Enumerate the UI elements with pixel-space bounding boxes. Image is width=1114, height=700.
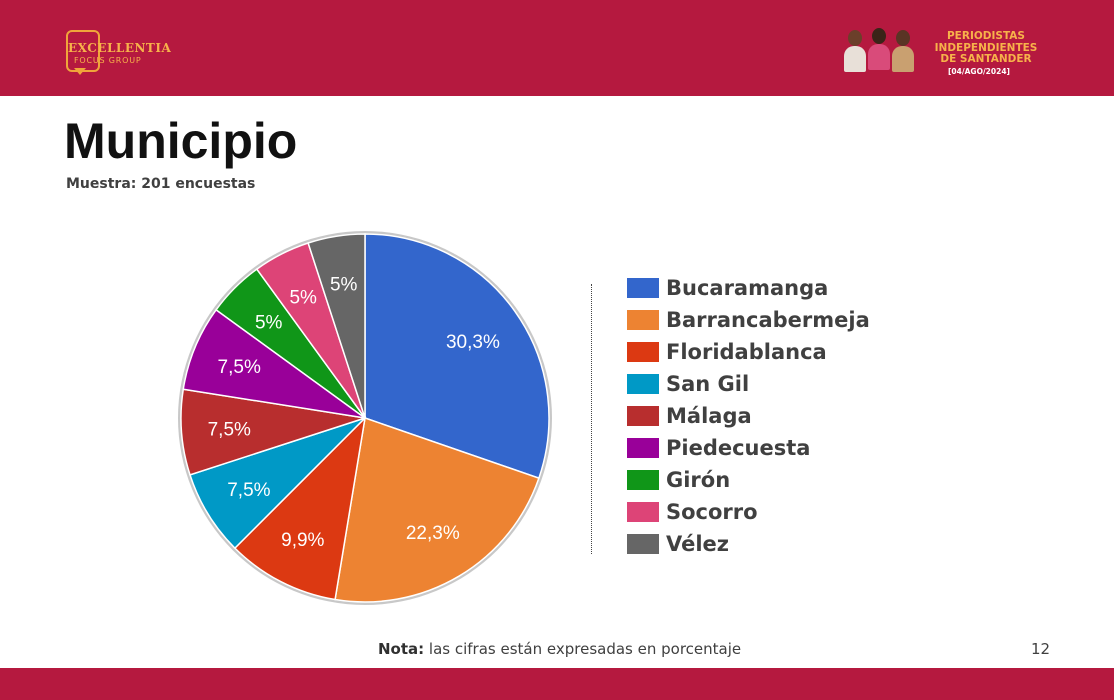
pie-chart: 30,3% 22,3% 9,9% 7,5% 7,5% 7,5% 5% 5% 5% xyxy=(178,231,552,605)
brand-line-3: DE SANTANDER xyxy=(940,53,1032,65)
note-label: Nota: xyxy=(378,640,425,658)
legend-label: Bucaramanga xyxy=(666,276,829,300)
footnote: Nota: las cifras están expresadas en por… xyxy=(378,640,741,658)
logo-text: EXCELLENTIA xyxy=(68,41,172,55)
data-label-8: 5% xyxy=(289,288,317,309)
speech-bubble-tail-icon xyxy=(74,68,86,75)
journalists-photo xyxy=(842,26,920,78)
chart-title: Municipio xyxy=(64,113,298,169)
brand-block: PERIODISTAS INDEPENDIENTES DE SANTANDER xyxy=(918,30,1054,66)
pie-slice-1 xyxy=(364,233,550,480)
data-label-9: 5% xyxy=(330,275,358,296)
legend-label: Floridablanca xyxy=(666,340,827,364)
divider-line xyxy=(591,284,592,554)
data-label-6: 7,5% xyxy=(218,357,261,378)
legend-swatch xyxy=(627,310,659,330)
chart-subtitle: Muestra: 201 encuestas xyxy=(66,176,256,192)
pie-slice-2 xyxy=(334,417,540,603)
legend-label: Socorro xyxy=(666,500,758,524)
legend-label: San Gil xyxy=(666,372,750,396)
header-bar: EXCELLENTIA FOCUS GROUP PERIODISTAS INDE… xyxy=(0,0,1114,96)
legend-label: Girón xyxy=(666,468,731,492)
pie-slice-3 xyxy=(233,415,367,601)
brand-date: [04/AGO/2024] xyxy=(948,67,1010,76)
legend-swatch xyxy=(627,342,659,362)
data-label-7: 5% xyxy=(255,313,283,334)
legend-swatch xyxy=(627,406,659,426)
logo-subtext: FOCUS GROUP xyxy=(74,56,142,65)
legend-label: Piedecuesta xyxy=(666,436,811,460)
legend-label: Vélez xyxy=(666,532,730,556)
legend-swatch xyxy=(627,502,659,522)
legend-label: Málaga xyxy=(666,404,752,428)
note-text: las cifras están expresadas en porcentaj… xyxy=(424,640,742,658)
legend-swatch xyxy=(627,278,659,298)
data-label-1: 30,3% xyxy=(446,332,500,353)
brand-line-1: PERIODISTAS xyxy=(946,30,1025,42)
legend-swatch xyxy=(627,438,659,458)
brand-line-2: INDEPENDIENTES xyxy=(934,41,1038,54)
data-label-4: 7,5% xyxy=(227,480,270,501)
pie-slice-9 xyxy=(307,233,366,419)
legend-swatch xyxy=(627,374,659,394)
data-label-2: 22,3% xyxy=(406,523,460,544)
legend-swatch xyxy=(627,534,659,554)
legend-label: Barrancabermeja xyxy=(666,308,870,332)
legend-swatch xyxy=(627,470,659,490)
data-label-3: 9,9% xyxy=(281,530,324,551)
page-number: 12 xyxy=(1031,640,1051,658)
footer-bar xyxy=(0,668,1114,700)
data-label-5: 7,5% xyxy=(208,420,251,441)
excellentia-logo: EXCELLENTIA FOCUS GROUP xyxy=(66,30,176,76)
